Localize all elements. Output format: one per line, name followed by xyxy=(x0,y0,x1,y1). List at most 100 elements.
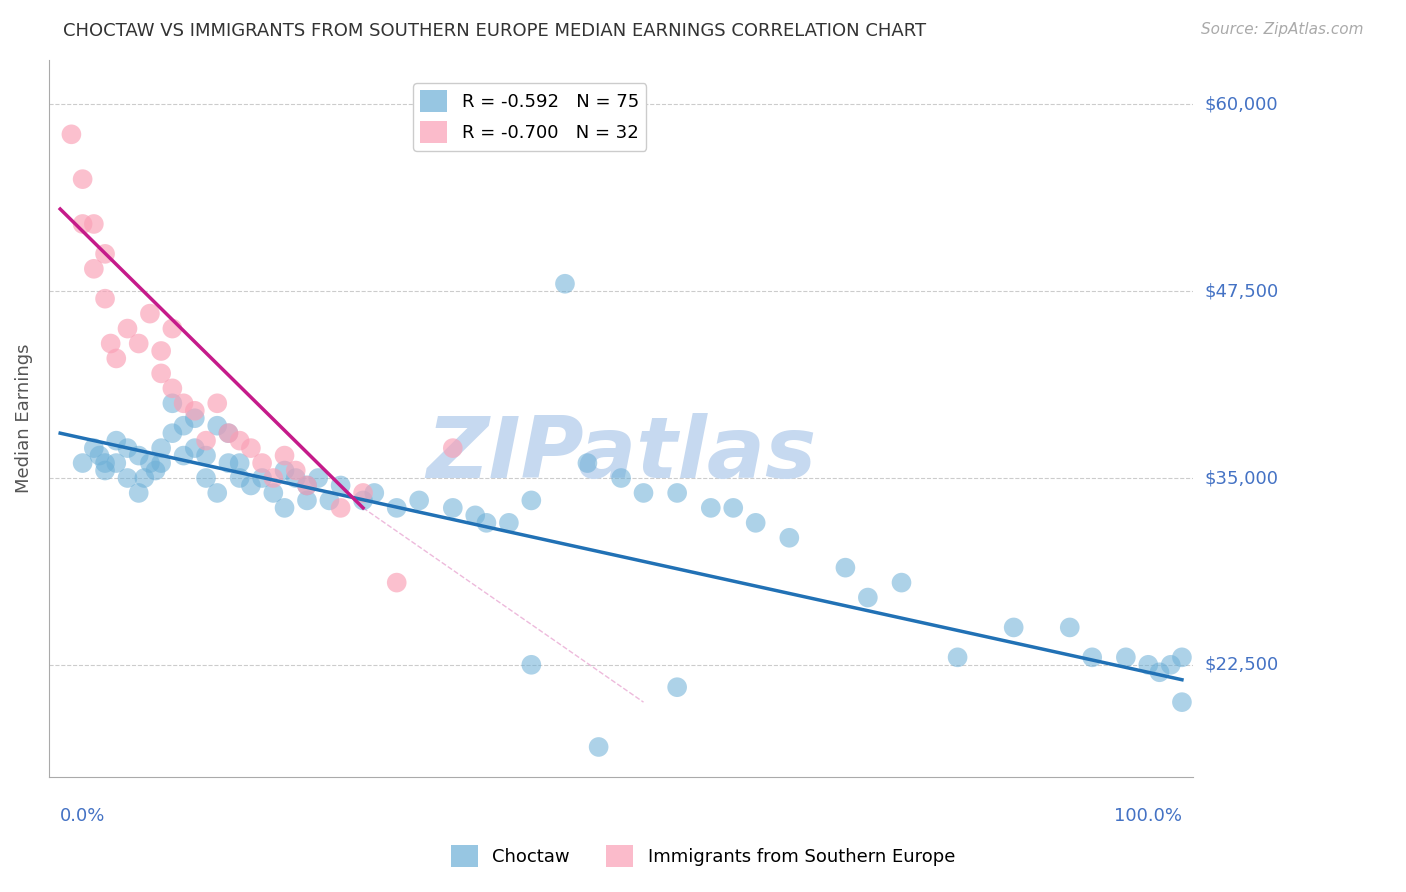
Immigrants from Southern Europe xyxy=(239,441,262,455)
Immigrants from Southern Europe xyxy=(94,292,117,306)
Choctaw xyxy=(723,500,745,515)
Immigrants from Southern Europe xyxy=(228,434,250,448)
Text: CHOCTAW VS IMMIGRANTS FROM SOUTHERN EUROPE MEDIAN EARNINGS CORRELATION CHART: CHOCTAW VS IMMIGRANTS FROM SOUTHERN EURO… xyxy=(63,22,927,40)
Immigrants from Southern Europe xyxy=(262,471,284,485)
Choctaw xyxy=(173,449,195,463)
Choctaw xyxy=(363,486,385,500)
Legend: R = -0.592   N = 75, R = -0.700   N = 32: R = -0.592 N = 75, R = -0.700 N = 32 xyxy=(413,83,647,151)
Choctaw xyxy=(946,650,969,665)
Choctaw xyxy=(173,418,195,433)
Choctaw xyxy=(744,516,766,530)
Y-axis label: Median Earnings: Median Earnings xyxy=(15,343,32,493)
Choctaw xyxy=(228,471,250,485)
Choctaw xyxy=(1137,657,1160,672)
Choctaw xyxy=(1160,657,1182,672)
Choctaw xyxy=(700,500,723,515)
Choctaw xyxy=(217,456,239,470)
Choctaw xyxy=(273,464,295,478)
Immigrants from Southern Europe xyxy=(385,575,408,590)
Choctaw xyxy=(666,486,689,500)
Choctaw xyxy=(633,486,655,500)
Immigrants from Southern Europe xyxy=(162,381,184,395)
Choctaw xyxy=(295,478,318,492)
Choctaw xyxy=(162,396,184,410)
Immigrants from Southern Europe xyxy=(72,172,94,186)
Immigrants from Southern Europe xyxy=(195,434,218,448)
Immigrants from Southern Europe xyxy=(117,321,139,335)
Choctaw xyxy=(1171,695,1194,709)
Text: $22,500: $22,500 xyxy=(1205,656,1278,673)
Choctaw xyxy=(1002,620,1025,634)
Choctaw xyxy=(610,471,633,485)
Immigrants from Southern Europe xyxy=(162,321,184,335)
Text: 100.0%: 100.0% xyxy=(1114,806,1182,825)
Immigrants from Southern Europe xyxy=(250,456,273,470)
Immigrants from Southern Europe xyxy=(83,261,105,276)
Immigrants from Southern Europe xyxy=(128,336,150,351)
Choctaw xyxy=(145,464,167,478)
Text: $47,500: $47,500 xyxy=(1205,282,1278,301)
Choctaw xyxy=(666,680,689,694)
Choctaw xyxy=(498,516,520,530)
Choctaw xyxy=(184,441,207,455)
Choctaw xyxy=(228,456,250,470)
Choctaw xyxy=(150,456,173,470)
Choctaw xyxy=(139,456,162,470)
Choctaw xyxy=(778,531,800,545)
Choctaw xyxy=(475,516,498,530)
Immigrants from Southern Europe xyxy=(94,247,117,261)
Choctaw xyxy=(117,441,139,455)
Choctaw xyxy=(262,486,284,500)
Text: $60,000: $60,000 xyxy=(1205,95,1278,113)
Choctaw xyxy=(128,449,150,463)
Choctaw xyxy=(385,500,408,515)
Immigrants from Southern Europe xyxy=(60,128,83,142)
Choctaw xyxy=(1149,665,1171,680)
Choctaw xyxy=(250,471,273,485)
Text: $35,000: $35,000 xyxy=(1205,469,1278,487)
Choctaw xyxy=(352,493,374,508)
Choctaw xyxy=(464,508,486,523)
Choctaw xyxy=(128,486,150,500)
Choctaw xyxy=(1171,650,1194,665)
Choctaw xyxy=(856,591,879,605)
Immigrants from Southern Europe xyxy=(284,464,307,478)
Choctaw xyxy=(329,478,352,492)
Choctaw xyxy=(834,560,856,574)
Choctaw xyxy=(307,471,329,485)
Choctaw xyxy=(217,426,239,441)
Choctaw xyxy=(441,500,464,515)
Choctaw xyxy=(207,486,229,500)
Choctaw xyxy=(105,456,128,470)
Choctaw xyxy=(184,411,207,425)
Choctaw xyxy=(150,441,173,455)
Choctaw xyxy=(117,471,139,485)
Choctaw xyxy=(195,471,218,485)
Choctaw xyxy=(1115,650,1137,665)
Immigrants from Southern Europe xyxy=(139,307,162,321)
Immigrants from Southern Europe xyxy=(295,478,318,492)
Choctaw xyxy=(239,478,262,492)
Choctaw xyxy=(520,493,543,508)
Choctaw xyxy=(554,277,576,291)
Choctaw xyxy=(72,456,94,470)
Text: ZIPatlas: ZIPatlas xyxy=(426,413,817,496)
Choctaw xyxy=(284,471,307,485)
Choctaw xyxy=(520,657,543,672)
Immigrants from Southern Europe xyxy=(441,441,464,455)
Legend: Choctaw, Immigrants from Southern Europe: Choctaw, Immigrants from Southern Europe xyxy=(444,838,962,874)
Choctaw xyxy=(162,426,184,441)
Immigrants from Southern Europe xyxy=(273,449,295,463)
Immigrants from Southern Europe xyxy=(184,403,207,417)
Immigrants from Southern Europe xyxy=(105,351,128,366)
Immigrants from Southern Europe xyxy=(150,367,173,381)
Immigrants from Southern Europe xyxy=(329,500,352,515)
Choctaw xyxy=(576,456,599,470)
Choctaw xyxy=(318,493,340,508)
Text: Source: ZipAtlas.com: Source: ZipAtlas.com xyxy=(1201,22,1364,37)
Choctaw xyxy=(1081,650,1104,665)
Choctaw xyxy=(83,441,105,455)
Choctaw xyxy=(94,456,117,470)
Choctaw xyxy=(1059,620,1081,634)
Choctaw xyxy=(134,471,156,485)
